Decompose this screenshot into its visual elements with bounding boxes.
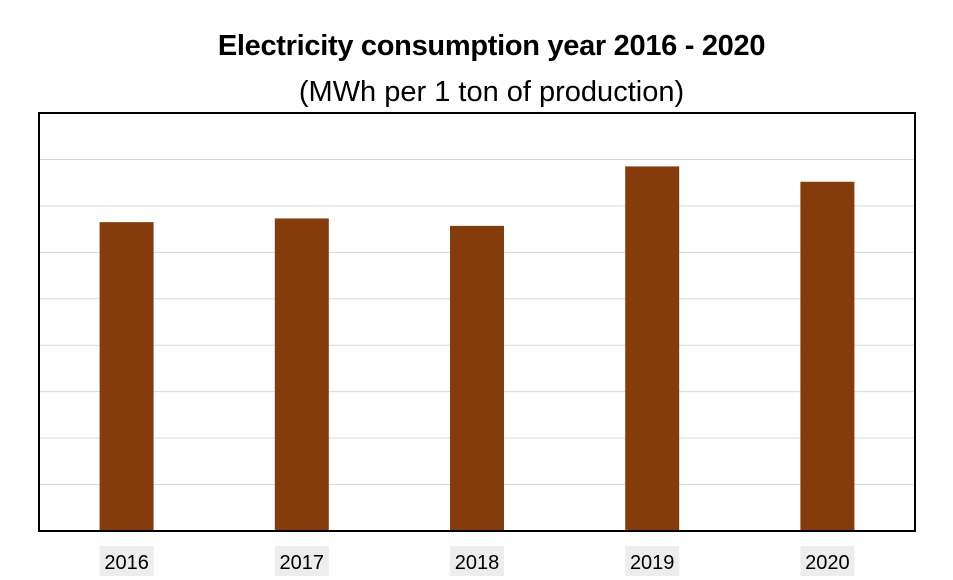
bar-2020 [800,181,855,531]
x-axis-tick-labels: 2016 2017 2018 2019 2020 [99,546,855,576]
tick-label-background [625,546,680,576]
tick-label-background [450,546,504,576]
x-tick-label-2019: 2019 [630,552,675,574]
bar-2018 [450,225,504,532]
bar-2017 [274,218,329,531]
bar-2019 [625,166,680,531]
x-tick-label-2018: 2018 [455,552,500,574]
bar-2016 [99,222,154,531]
x-tick-label-2017: 2017 [280,552,325,574]
tick-label-background [274,546,329,576]
bars [99,166,855,532]
tick-label-background [99,546,154,576]
tick-label-background [800,546,855,576]
x-tick-label-2016: 2016 [104,552,149,574]
plot-area-border [38,112,916,532]
chart-subtitle: (MWh per 1 ton of production) [298,76,685,108]
x-tick-label-2020: 2020 [805,552,850,574]
chart-title: Electricity consumption year 2016 - 2020 [217,30,766,62]
